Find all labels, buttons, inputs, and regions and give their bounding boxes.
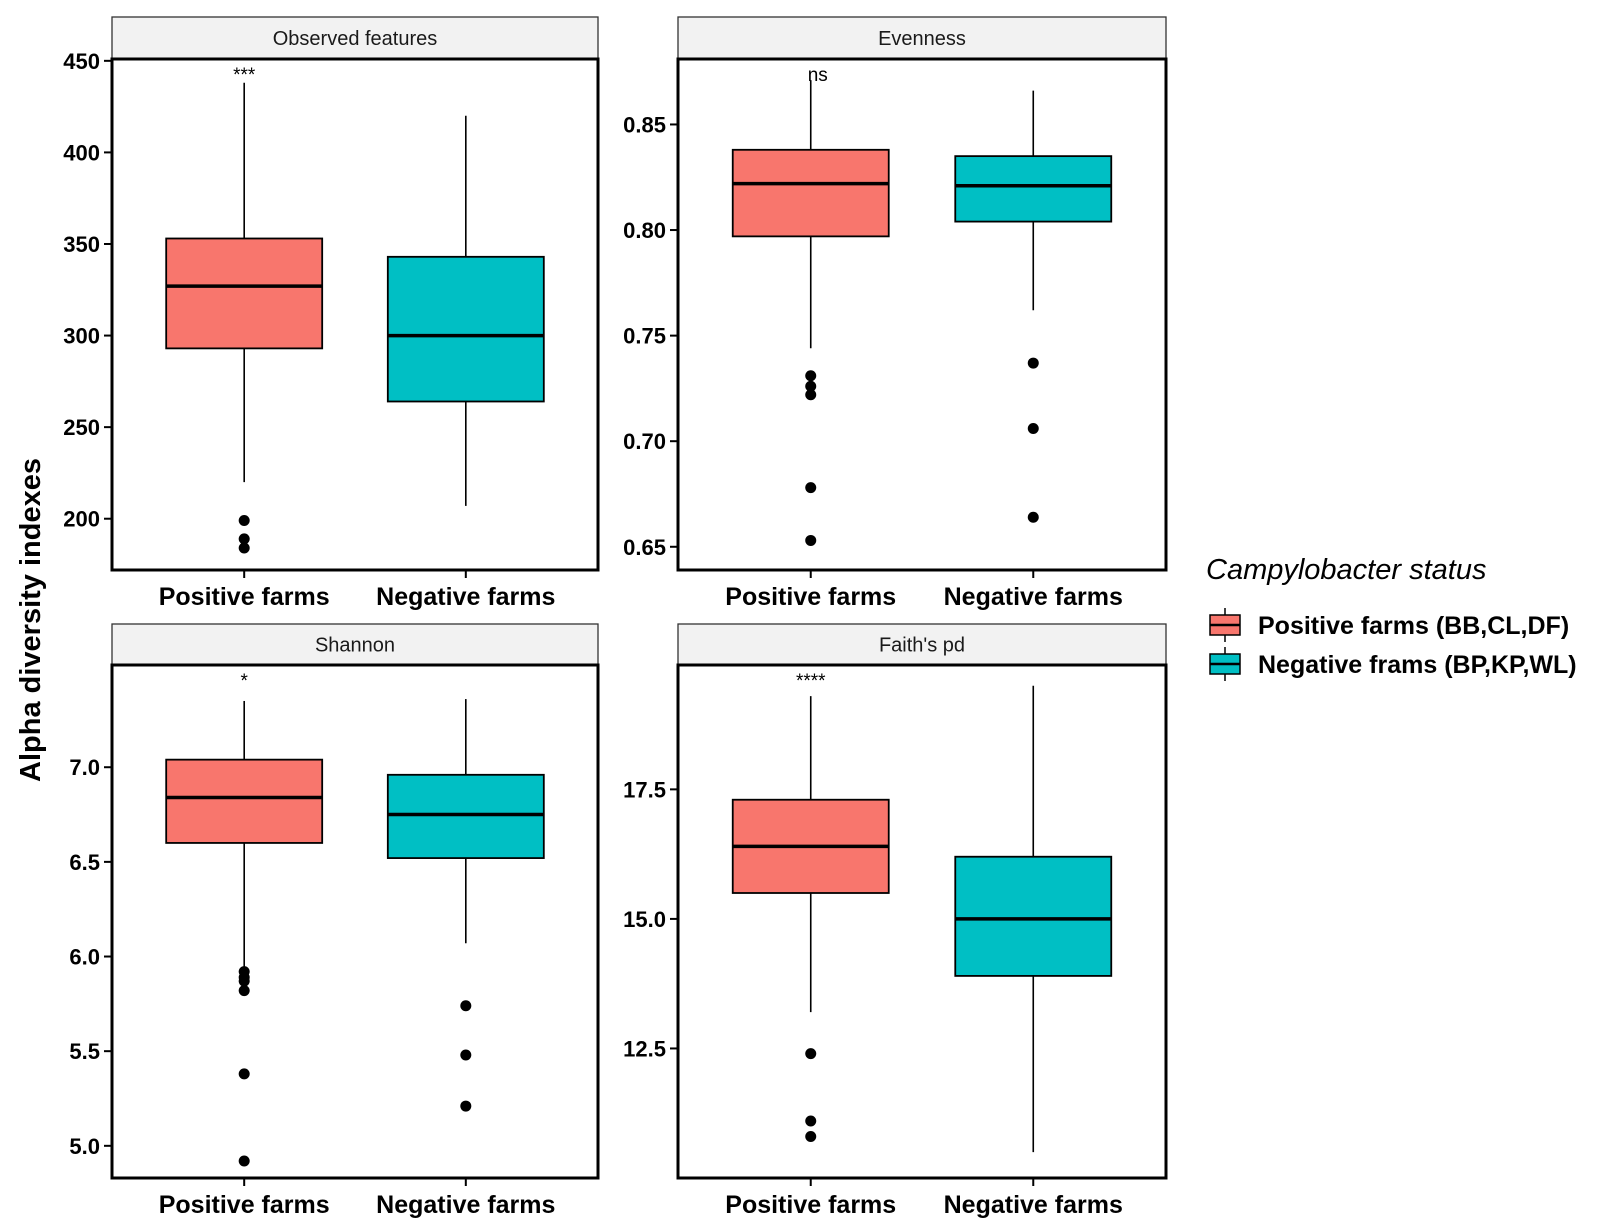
- x-category-label: Negative farms: [376, 1191, 555, 1219]
- y-tick-label: 17.5: [623, 777, 666, 802]
- outlier-point-negative: [460, 1049, 472, 1061]
- y-tick-label: 300: [63, 324, 100, 349]
- y-tick-label: 12.5: [623, 1036, 666, 1061]
- outlier-point-negative: [1027, 423, 1039, 435]
- y-tick-label: 6.0: [69, 945, 100, 970]
- outlier-point-positive: [238, 542, 250, 554]
- outlier-point-positive: [805, 534, 817, 546]
- y-tick-label: 400: [63, 140, 100, 165]
- y-tick-label: 250: [63, 415, 100, 440]
- outlier-point-positive: [238, 1155, 250, 1167]
- y-tick-label: 5.5: [69, 1039, 100, 1064]
- outlier-point-positive: [805, 370, 817, 382]
- y-tick-label: 200: [63, 507, 100, 532]
- box-negative: [954, 855, 1113, 977]
- box-positive: [731, 148, 890, 238]
- x-category-label: Negative farms: [376, 583, 555, 611]
- panel-strip-3: [111, 623, 599, 666]
- significance-label: ****: [796, 671, 826, 692]
- x-category-label: Positive farms: [159, 1191, 330, 1219]
- y-tick-label: 15.0: [623, 907, 666, 932]
- x-category-label: Positive farms: [725, 1191, 896, 1219]
- outlier-point-positive: [805, 1131, 817, 1143]
- box-positive: [165, 237, 324, 350]
- x-category-label: Negative farms: [944, 583, 1123, 611]
- outlier-point-positive: [238, 515, 250, 527]
- y-tick-label: 450: [63, 49, 100, 74]
- panel-strip-2: [677, 16, 1167, 60]
- y-tick-label: 0.80: [623, 218, 666, 243]
- outlier-point-negative: [1027, 511, 1039, 523]
- y-tick-label: 5.0: [69, 1134, 100, 1159]
- x-category-label: Negative farms: [944, 1191, 1123, 1219]
- legend-label: Positive farms (BB,CL,DF): [1258, 612, 1569, 640]
- y-tick-label: 0.75: [623, 324, 666, 349]
- panel-frame-3: [110, 663, 600, 1180]
- outlier-point-positive: [805, 380, 817, 392]
- significance-label: ***: [233, 65, 256, 86]
- outlier-point-negative: [1027, 357, 1039, 369]
- outlier-point-positive: [805, 389, 817, 401]
- outlier-point-positive: [238, 1068, 250, 1080]
- y-tick-label: 7.0: [69, 755, 100, 780]
- panel-title: Observed features: [273, 28, 438, 50]
- outlier-point-negative: [460, 1100, 472, 1112]
- panel-title: Shannon: [315, 635, 395, 657]
- x-category-label: Positive farms: [725, 583, 896, 611]
- significance-label: ns: [808, 65, 828, 86]
- outlier-point-positive: [805, 1048, 817, 1060]
- panel-frame-2: [676, 57, 1168, 572]
- y-tick-label: 350: [63, 232, 100, 257]
- y-tick-label: 0.85: [623, 112, 666, 137]
- panel-strip-1: [111, 16, 599, 60]
- outlier-point-negative: [460, 1000, 472, 1012]
- legend-label: Negative frams (BP,KP,WL): [1258, 651, 1577, 679]
- legend-title: Campylobacter status: [1206, 554, 1486, 586]
- box-positive: [165, 758, 324, 844]
- significance-label: *: [240, 671, 248, 692]
- box-negative: [386, 255, 545, 403]
- panel-title: Faith's pd: [879, 635, 965, 657]
- y-axis-label: Alpha diversity indexes: [15, 458, 47, 782]
- panel-title: Evenness: [878, 28, 966, 50]
- outlier-point-positive: [238, 975, 250, 987]
- box-negative: [386, 773, 545, 859]
- x-category-label: Positive farms: [159, 583, 330, 611]
- outlier-point-positive: [238, 533, 250, 545]
- outlier-point-positive: [805, 1115, 817, 1127]
- outlier-point-positive: [238, 985, 250, 997]
- box-negative: [954, 155, 1113, 223]
- y-tick-label: 6.5: [69, 850, 100, 875]
- y-tick-label: 0.70: [623, 429, 666, 454]
- outlier-point-positive: [805, 482, 817, 494]
- y-tick-label: 0.65: [623, 535, 666, 560]
